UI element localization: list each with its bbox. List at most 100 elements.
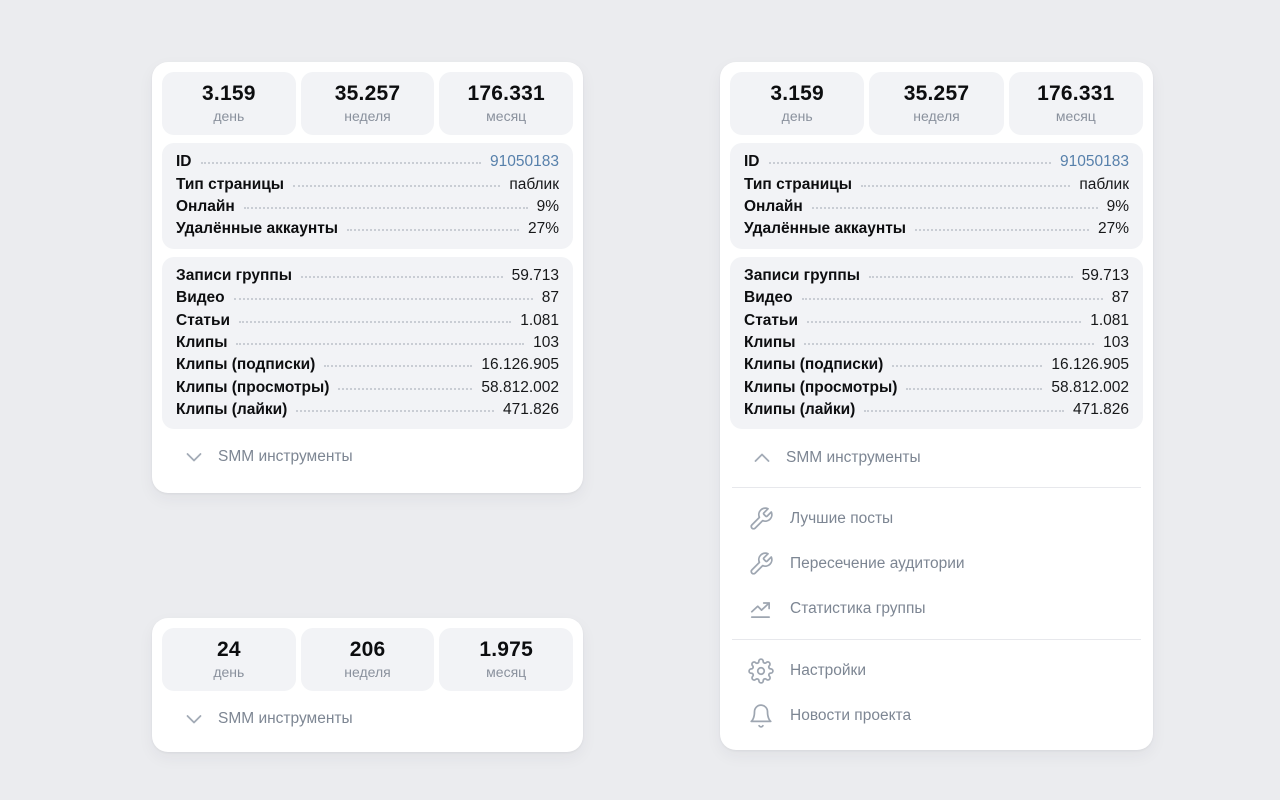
info-row-label: Клипы (744, 333, 796, 351)
info-row-clips-views: Клипы (просмотры) 58.812.002 (176, 377, 559, 399)
info-row-clips-likes: Клипы (лайки) 471.826 (744, 399, 1129, 421)
info-row-label: Клипы (подписки) (744, 356, 884, 374)
info-row-label: Клипы (лайки) (176, 401, 288, 419)
info-row-value: 58.812.002 (481, 378, 559, 396)
menu-item-label: Пересечение аудитории (790, 554, 965, 572)
info-row-label: Клипы (176, 333, 228, 351)
info-row-articles: Статьи 1.081 (176, 309, 559, 331)
stat-label: день (781, 108, 813, 124)
info-row-value: 103 (533, 333, 559, 351)
stat-value: 1.975 (479, 638, 533, 661)
info-row-value-link[interactable]: 91050183 (1060, 153, 1129, 171)
stat-month: 1.975 месяц (439, 628, 574, 691)
dotted-leader (347, 229, 519, 232)
smm-tools-toggle[interactable]: SMM инструменты (162, 691, 573, 747)
stat-value: 3.159 (770, 82, 824, 105)
info-row-value: 1.081 (1090, 311, 1129, 329)
info-row-label: ID (176, 153, 192, 171)
info-row-label: Статьи (176, 311, 231, 329)
stats-row: 24 день 206 неделя 1.975 месяц (162, 628, 574, 691)
stat-value: 3.159 (202, 82, 256, 105)
info-row-clips-subs: Клипы (подписки) 16.126.905 (176, 354, 559, 376)
stat-label: месяц (1055, 108, 1096, 124)
menu-item-label: Настройки (790, 661, 867, 679)
info-row-videos: Видео 87 (744, 287, 1129, 309)
stat-value: 35.257 (903, 82, 970, 105)
stat-value: 176.331 (1037, 82, 1115, 105)
wrench-icon (748, 551, 774, 577)
menu-item-audience-intersection[interactable]: Пересечение аудитории (730, 541, 1143, 586)
dotted-leader (864, 410, 1064, 413)
bell-icon (748, 703, 774, 729)
info-row-value: 471.826 (502, 401, 559, 419)
smm-tools-label: SMM инструменты (218, 448, 353, 466)
info-row-posts: Записи группы 59.713 (744, 265, 1129, 287)
dotted-leader (296, 410, 494, 413)
dotted-leader (239, 320, 512, 323)
dotted-leader (324, 365, 473, 368)
info-row-value: 103 (1103, 333, 1129, 351)
stat-value: 176.331 (467, 82, 545, 105)
info-row-value: паблик (509, 175, 559, 193)
dotted-leader (801, 298, 1103, 301)
info-row-label: Клипы (подписки) (176, 356, 316, 374)
info-row-online: Онлайн 9% (744, 196, 1129, 218)
menu-item-settings[interactable]: Настройки (730, 648, 1143, 693)
smm-tools-toggle[interactable]: SMM инструменты (162, 429, 573, 485)
info-row-label: Клипы (лайки) (744, 401, 856, 419)
info-row-value: паблик (1079, 175, 1129, 193)
group-stats-card: 3.159 день 35.257 неделя 176.331 месяц I… (152, 62, 583, 493)
stat-label: неделя (913, 108, 960, 124)
info-row-label: Видео (176, 289, 225, 307)
info-row-value: 9% (536, 197, 559, 215)
dotted-leader (861, 184, 1071, 187)
page-info-section: ID 91050183 Тип страницы паблик Онлайн 9… (730, 143, 1143, 249)
stat-value: 35.257 (334, 82, 401, 105)
info-row-value: 87 (541, 289, 559, 307)
stat-value: 24 (216, 638, 241, 661)
info-row-deleted-accounts: Удалённые аккаунты 27% (744, 218, 1129, 240)
info-row-value: 59.713 (511, 266, 559, 284)
info-row-label: Клипы (просмотры) (744, 378, 898, 396)
stat-label: неделя (344, 664, 391, 680)
info-row-clips: Клипы 103 (744, 332, 1129, 354)
info-row-label: Записи группы (744, 266, 860, 284)
info-row-videos: Видео 87 (176, 287, 559, 309)
dotted-leader (293, 184, 501, 187)
stat-day: 3.159 день (730, 72, 865, 135)
wrench-icon (748, 506, 774, 532)
menu-item-best-posts[interactable]: Лучшие посты (730, 496, 1143, 541)
stat-label: месяц (486, 664, 527, 680)
info-row-label: Удалённые аккаунты (744, 220, 907, 238)
info-row-page-type: Тип страницы паблик (176, 173, 559, 195)
info-row-page-type: Тип страницы паблик (744, 173, 1129, 195)
info-row-clips-views: Клипы (просмотры) 58.812.002 (744, 377, 1129, 399)
mini-stats-card: 24 день 206 неделя 1.975 месяц SMM инстр… (152, 618, 583, 752)
dotted-leader (892, 365, 1043, 368)
info-row-value: 27% (1097, 220, 1129, 238)
info-row-label: Удалённые аккаунты (176, 220, 339, 238)
dotted-leader (811, 206, 1098, 209)
menu-item-group-statistics[interactable]: Статистика группы (730, 586, 1143, 631)
stat-month: 176.331 месяц (1008, 72, 1143, 135)
info-row-value: 16.126.905 (481, 356, 559, 374)
stat-week: 35.257 неделя (869, 72, 1004, 135)
gear-icon (748, 658, 774, 684)
smm-tools-toggle[interactable]: SMM инструменты (730, 429, 1143, 487)
info-row-value: 9% (1106, 197, 1129, 215)
menu-item-project-news[interactable]: Новости проекта (730, 693, 1143, 738)
menu-item-label: Статистика группы (790, 599, 926, 617)
info-row-value-link[interactable]: 91050183 (490, 153, 559, 171)
info-row-clips: Клипы 103 (176, 332, 559, 354)
info-row-label: Тип страницы (176, 175, 285, 193)
dotted-leader (236, 342, 525, 345)
dotted-leader (300, 275, 503, 278)
dotted-leader (338, 387, 473, 390)
smm-tools-label: SMM инструменты (218, 710, 353, 727)
dotted-leader (768, 162, 1052, 165)
menu-item-label: Лучшие посты (790, 509, 894, 527)
stat-month: 176.331 месяц (439, 72, 574, 135)
chevron-down-icon (182, 707, 206, 731)
group-stats-card-expanded: 3.159 день 35.257 неделя 176.331 месяц I… (720, 62, 1153, 750)
page-info-section: ID 91050183 Тип страницы паблик Онлайн 9… (162, 143, 573, 249)
